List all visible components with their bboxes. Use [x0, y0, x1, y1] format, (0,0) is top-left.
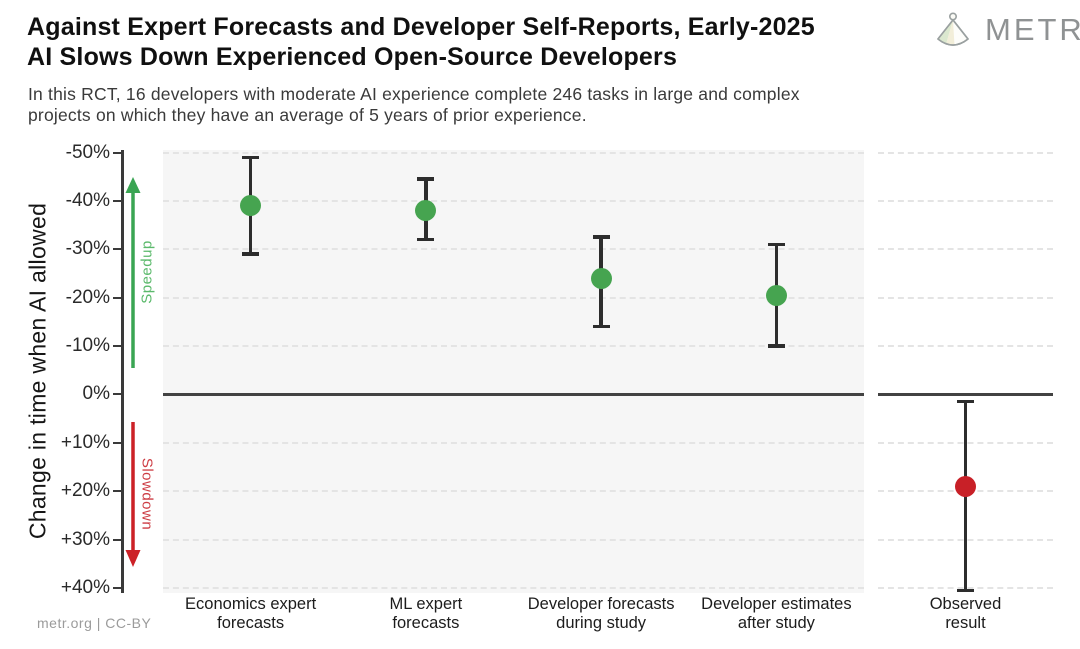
gridline	[878, 151, 1053, 154]
metr-logo-text: METR	[985, 12, 1080, 47]
gridline	[163, 199, 864, 202]
gridline	[163, 345, 864, 348]
error-bar-cap-top	[592, 235, 610, 239]
y-tick-label: +40%	[60, 577, 110, 598]
zero-line	[878, 393, 1053, 396]
error-bar-cap-top	[957, 399, 974, 404]
y-tick-label: -50%	[65, 141, 110, 163]
error-bar-cap-top	[242, 155, 260, 160]
y-tick-label: -40%	[65, 189, 110, 211]
gridline	[163, 296, 864, 299]
gridline	[878, 199, 1053, 202]
y-axis-spine	[121, 150, 124, 593]
error-bar-cap-top	[767, 242, 785, 247]
gridline	[163, 538, 864, 541]
chart-subtitle: In this RCT, 16 developers with moderate…	[28, 84, 800, 125]
y-tick-label: 0%	[82, 383, 110, 405]
gridline	[163, 587, 864, 589]
error-bar-cap-bottom	[767, 344, 785, 348]
y-tick-mark	[113, 538, 122, 541]
y-tick-label: +20%	[60, 480, 110, 502]
data-point-dot	[590, 267, 612, 289]
metr-fan-icon	[937, 12, 969, 46]
y-tick-mark	[113, 248, 122, 251]
error-bar-cap-bottom	[242, 252, 260, 256]
y-tick-label: -30%	[65, 238, 110, 260]
slowdown-label: Slowdown	[138, 457, 156, 531]
error-bar-cap-bottom	[417, 237, 435, 242]
main-panel	[163, 150, 864, 593]
y-tick-label: +10%	[60, 431, 110, 453]
x-category-label: ML expert forecasts	[389, 595, 463, 632]
zero-line	[163, 393, 864, 396]
gridline	[163, 151, 864, 154]
data-point-dot	[240, 195, 262, 217]
metr-logo: METR	[931, 10, 1080, 50]
x-category-label: Economics expert forecasts	[185, 595, 317, 632]
y-tick-mark	[113, 587, 122, 589]
speedup-arrow-icon	[125, 177, 141, 368]
data-point-dot	[955, 475, 976, 497]
gridline	[878, 296, 1053, 299]
credit-line: metr.org | CC-BY	[37, 615, 152, 631]
gridline	[878, 345, 1053, 348]
speedup-label: Speedup	[138, 240, 156, 304]
data-point-dot	[415, 200, 437, 222]
chart-title: Against Expert Forecasts and Developer S…	[27, 13, 815, 71]
error-bar-cap-top	[417, 177, 435, 181]
y-tick-mark	[113, 296, 122, 299]
y-tick-mark	[113, 199, 122, 202]
y-tick-mark	[113, 441, 122, 444]
gridline	[163, 490, 864, 493]
slowdown-arrow-icon	[125, 422, 141, 567]
x-category-label: Observed result	[929, 595, 1002, 632]
y-tick-mark	[113, 151, 122, 154]
gridline	[878, 248, 1053, 251]
y-tick-label: -20%	[65, 286, 110, 308]
y-tick-label: -10%	[65, 335, 110, 357]
error-bar-cap-bottom	[592, 324, 610, 329]
data-point-dot	[765, 284, 787, 306]
x-category-label: Developer forecasts during study	[527, 595, 675, 632]
gridline	[163, 441, 864, 444]
y-tick-mark	[113, 345, 122, 348]
x-category-label: Developer estimates after study	[701, 595, 852, 632]
y-tick-mark	[113, 393, 122, 396]
error-bar-cap-bottom	[957, 588, 974, 593]
y-tick-label: +30%	[60, 528, 110, 550]
y-tick-mark	[113, 490, 122, 493]
gridline	[163, 248, 864, 251]
